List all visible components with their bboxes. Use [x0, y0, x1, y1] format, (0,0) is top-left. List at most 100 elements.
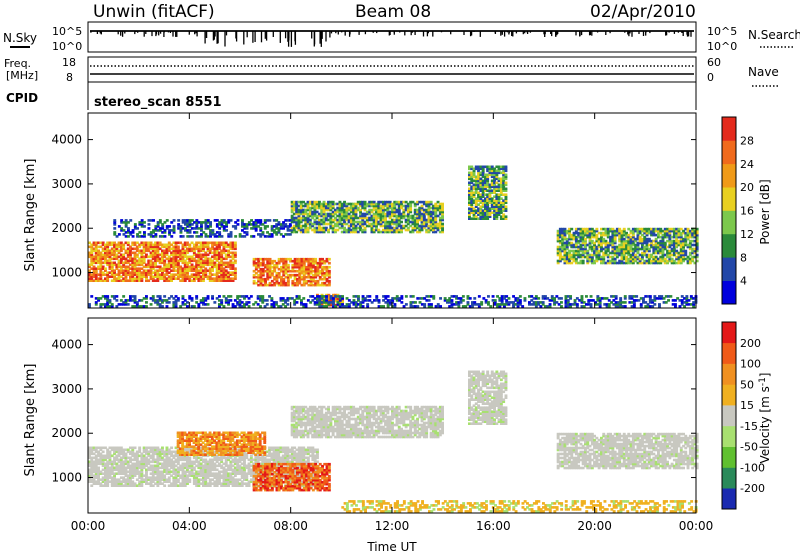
data-cell-0-432 — [151, 267, 155, 270]
data-cell-7-4451 — [603, 303, 607, 306]
data-cell-7-3998 — [229, 295, 233, 298]
data-cell-6-3333 — [615, 253, 619, 257]
data-cell-0-374 — [142, 257, 146, 261]
data-cell-5-2821 — [490, 201, 494, 204]
data-cell-3-1477 — [143, 221, 146, 224]
data-cell-1-1186 — [291, 265, 295, 269]
data-cell-6-3529 — [645, 233, 649, 237]
data-cell-4-2024 — [338, 212, 342, 216]
data-cell-5-2673 — [474, 185, 478, 189]
data-cell-1-1048 — [259, 267, 263, 271]
data-cell-0-189 — [115, 263, 119, 267]
data-cell-4-2110 — [354, 230, 358, 234]
data-cell-5-2943 — [502, 173, 506, 177]
data-cell-7-3904 — [145, 301, 148, 304]
data-cell-0-853 — [213, 277, 217, 280]
data-cell-0-956 — [227, 271, 230, 274]
data-cell-6-3287 — [606, 227, 610, 231]
data-cell-0-952 — [227, 279, 230, 282]
data-cell-3-1552 — [186, 219, 190, 222]
data-cell-7-3839 — [88, 303, 91, 306]
data-cell-6-3188 — [590, 241, 594, 245]
data-cell-7-4533 — [667, 299, 670, 302]
data-cell-0-570 — [172, 273, 176, 276]
data-cell-6-3010 — [563, 261, 567, 265]
data-cell-5-2749 — [481, 167, 485, 171]
data-cell-6-3122 — [579, 227, 583, 231]
data-cell-0-61 — [94, 454, 98, 458]
data-cell-0-158 — [110, 263, 114, 267]
data-cell-7-4294 — [477, 305, 481, 308]
data-cell-4-2058 — [345, 230, 349, 234]
data-cell-3-1566 — [193, 221, 196, 224]
data-cell-0-1003 — [233, 261, 237, 265]
data-cell-7-4456 — [607, 305, 611, 308]
data-cell-6-3202 — [593, 243, 596, 247]
data-cell-6-3167 — [588, 255, 592, 259]
data-cell-4-2105 — [352, 210, 356, 214]
data-cell-7-4484 — [628, 297, 632, 300]
data-cell-0-44 — [92, 456, 96, 460]
data-cell-0-188 — [115, 265, 119, 269]
data-cell-4-1759 — [290, 218, 294, 222]
data-cell-1-1049 — [259, 263, 263, 267]
data-cell-7-3927 — [163, 295, 167, 298]
data-cell-0-451 — [154, 261, 157, 265]
data-cell-4-2379 — [402, 226, 406, 230]
data-cell-5-2917 — [499, 185, 503, 189]
data-cell-3-1486 — [152, 235, 155, 238]
data-cell-0-966 — [229, 279, 233, 282]
data-cell-7-4034 — [259, 295, 262, 298]
data-cell-3-1742 — [284, 225, 288, 228]
data-cell-4-2289 — [386, 220, 390, 224]
data-cell-6-3429 — [629, 239, 633, 243]
data-cell-0-780 — [202, 273, 205, 276]
data-cell-6-3418 — [627, 227, 631, 231]
data-cell-7-4089 — [313, 303, 317, 306]
data-cell-4-2205 — [372, 222, 376, 226]
data-cell-1-1340 — [323, 275, 327, 279]
data-cell-6-3409 — [627, 249, 631, 253]
data-cell-5-2623 — [470, 203, 474, 206]
data-cell-6-3454 — [634, 253, 638, 257]
data-cell-6-3117 — [579, 237, 583, 241]
data-cell-6-3541 — [647, 239, 651, 243]
data-cell-1-1200 — [296, 283, 299, 287]
data-cell-4-2085 — [349, 222, 353, 226]
data-cell-5-2720 — [479, 181, 483, 185]
data-cell-4-2548 — [434, 222, 438, 226]
data-cell-3-1726 — [275, 219, 279, 222]
data-cell-0-109 — [104, 482, 107, 485]
data-cell-0-160 — [110, 478, 114, 481]
data-cell-5-2910 — [499, 203, 503, 206]
data-cell-0-140 — [108, 265, 112, 269]
data-cell-7-4070 — [293, 299, 297, 302]
data-cell-6-3255 — [602, 241, 606, 245]
data-cell-4-2086 — [349, 220, 353, 224]
data-cell-6-3415 — [627, 237, 631, 241]
data-cell-4-2330 — [393, 218, 397, 222]
data-cell-3-1609 — [213, 233, 217, 236]
data-cell-4-2121 — [354, 204, 358, 208]
data-cell-5-2725 — [479, 167, 483, 171]
data-cell-6-3680 — [670, 241, 674, 245]
data-cell-7-3843 — [94, 297, 98, 300]
data-cell-6-3048 — [568, 243, 571, 247]
data-cell-4-2265 — [381, 208, 385, 212]
data-cell-0-863 — [213, 247, 217, 251]
data-cell-4-2500 — [425, 208, 429, 212]
data-cell-6-3125 — [581, 255, 585, 259]
data-cell-7-4441 — [596, 303, 600, 306]
data-cell-4-1902 — [315, 216, 319, 220]
data-cell-0-168 — [110, 460, 114, 464]
data-cell-0-678 — [186, 251, 189, 255]
data-cell-1-1128 — [277, 259, 281, 263]
data-cell-3-1564 — [193, 231, 196, 234]
data-cell-6-3393 — [625, 255, 628, 259]
data-cell-0-448 — [154, 269, 157, 272]
data-cell-0-75 — [97, 460, 100, 464]
data-cell-5-2634 — [470, 179, 474, 183]
data-cell-6-3504 — [643, 261, 647, 265]
data-cell-4-1878 — [311, 210, 315, 214]
